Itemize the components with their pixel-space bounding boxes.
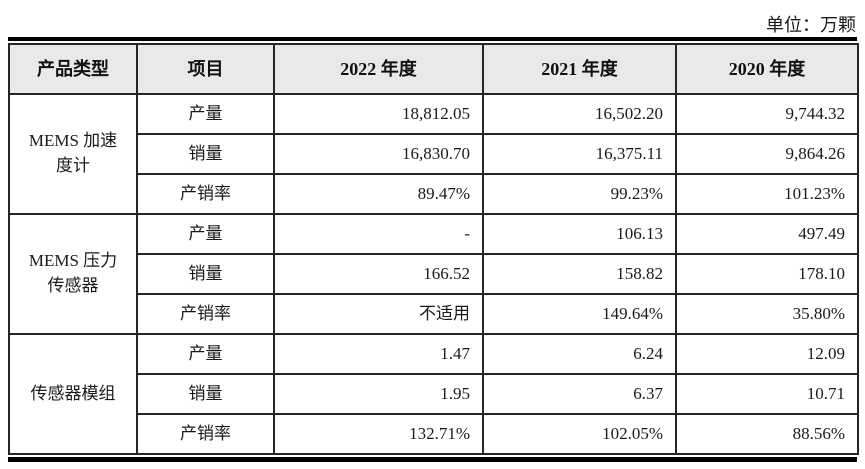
data-table: 产品类型 项目 2022 年度 2021 年度 2020 年度 MEMS 加速度… xyxy=(8,43,859,455)
value-cell: 102.05% xyxy=(482,413,677,455)
value-cell: - xyxy=(273,213,484,255)
value-cell: 9,744.32 xyxy=(675,93,859,135)
table-row: 产销率 132.71% 102.05% 88.56% xyxy=(9,413,859,455)
value-cell: 16,502.20 xyxy=(482,93,677,135)
item-cell: 产量 xyxy=(136,93,275,135)
table-row: 销量 1.95 6.37 10.71 xyxy=(9,373,859,415)
value-cell: 10.71 xyxy=(675,373,859,415)
value-cell: 1.95 xyxy=(273,373,484,415)
table-row: 销量 166.52 158.82 178.10 xyxy=(9,253,859,295)
item-cell: 产销率 xyxy=(136,173,275,215)
header-year-2021: 2021 年度 xyxy=(482,43,677,95)
item-cell: 产销率 xyxy=(136,293,275,335)
table-row: 销量 16,830.70 16,375.11 9,864.26 xyxy=(9,133,859,175)
value-cell: 178.10 xyxy=(675,253,859,295)
value-cell: 158.82 xyxy=(482,253,677,295)
table-header-row: 产品类型 项目 2022 年度 2021 年度 2020 年度 xyxy=(8,43,859,95)
value-cell: 9,864.26 xyxy=(675,133,859,175)
item-cell: 产量 xyxy=(136,333,275,375)
value-cell: 18,812.05 xyxy=(273,93,484,135)
table-top-thick-border xyxy=(8,37,857,41)
table-row: MEMS 加速度计 产量 18,812.05 16,502.20 9,744.3… xyxy=(8,93,859,215)
item-cell: 产销率 xyxy=(136,413,275,455)
item-cell: 销量 xyxy=(136,253,275,295)
value-cell: 149.64% xyxy=(482,293,677,335)
header-year-2020: 2020 年度 xyxy=(675,43,859,95)
item-cell: 产量 xyxy=(136,213,275,255)
value-cell: 99.23% xyxy=(482,173,677,215)
value-cell: 166.52 xyxy=(273,253,484,295)
table-bottom-thick-border xyxy=(8,457,857,462)
production-sales-table: 产品类型 项目 2022 年度 2021 年度 2020 年度 MEMS 加速度… xyxy=(8,37,859,462)
value-cell: 不适用 xyxy=(273,293,484,335)
value-cell: 88.56% xyxy=(675,413,859,455)
value-cell: 497.49 xyxy=(675,213,859,255)
table-row: MEMS 压力传感器 产量 - 106.13 497.49 xyxy=(8,213,859,335)
product-name-cell: MEMS 压力传感器 xyxy=(8,213,138,335)
value-cell: 35.80% xyxy=(675,293,859,335)
value-cell: 89.47% xyxy=(273,173,484,215)
header-product-type: 产品类型 xyxy=(8,43,138,95)
value-cell: 6.24 xyxy=(482,333,677,375)
value-cell: 101.23% xyxy=(675,173,859,215)
product-name-cell: 传感器模组 xyxy=(8,333,138,455)
value-cell: 1.47 xyxy=(273,333,484,375)
value-cell: 106.13 xyxy=(482,213,677,255)
table-row: 产销率 89.47% 99.23% 101.23% xyxy=(9,173,859,215)
value-cell: 132.71% xyxy=(273,413,484,455)
value-cell: 16,830.70 xyxy=(273,133,484,175)
header-year-2022: 2022 年度 xyxy=(273,43,484,95)
value-cell: 12.09 xyxy=(675,333,859,375)
header-item: 项目 xyxy=(136,43,275,95)
item-cell: 销量 xyxy=(136,133,275,175)
value-cell: 16,375.11 xyxy=(482,133,677,175)
product-name-cell: MEMS 加速度计 xyxy=(8,93,138,215)
value-cell: 6.37 xyxy=(482,373,677,415)
table-row: 传感器模组 产量 1.47 6.24 12.09 xyxy=(8,333,859,455)
item-cell: 销量 xyxy=(136,373,275,415)
unit-label: 单位：万颗 xyxy=(766,15,856,35)
table-row: 产销率 不适用 149.64% 35.80% xyxy=(9,293,859,335)
